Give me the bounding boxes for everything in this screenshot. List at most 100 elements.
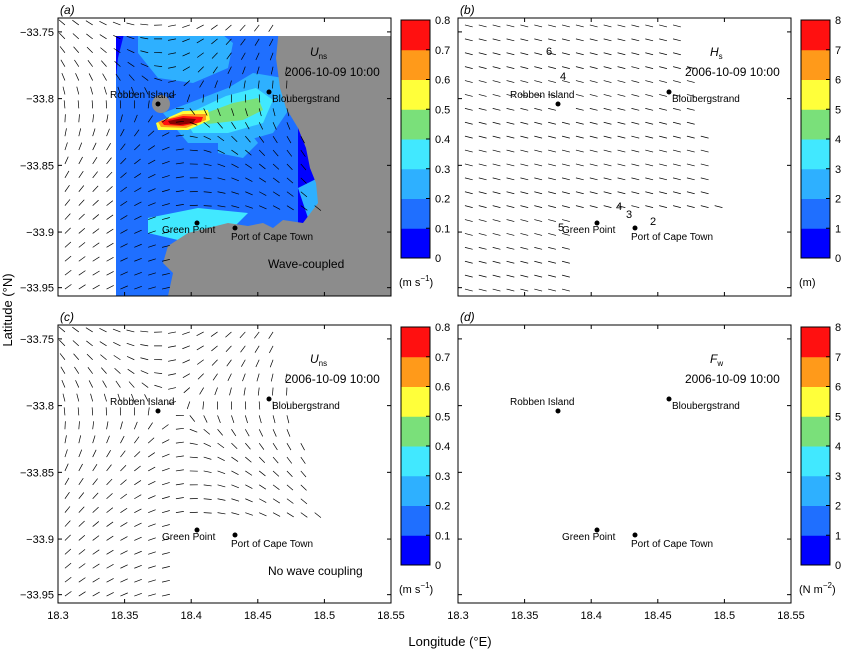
colorbar-swatch <box>401 79 430 110</box>
place-marker <box>632 532 638 538</box>
panel-c-field <box>58 325 391 603</box>
colorbar-swatch <box>801 139 830 170</box>
colorbar-tick-label: 2 <box>835 501 841 513</box>
colorbar-swatch <box>401 109 430 140</box>
place-label: Bloubergstrand <box>272 401 340 412</box>
place-label: Green Point <box>162 532 216 543</box>
panel-label: (a) <box>60 3 75 17</box>
place-marker <box>594 220 600 226</box>
colorbar-swatch <box>401 20 430 51</box>
colorbar-swatch <box>801 505 830 536</box>
colorbar-tick-label: 0.8 <box>435 322 450 334</box>
place-marker <box>194 220 200 226</box>
place-marker <box>155 101 161 107</box>
colorbar-swatch <box>401 446 430 477</box>
colorbar-swatch <box>801 356 830 387</box>
panel-a-vectors <box>58 19 322 290</box>
colorbar-tick-label: 0.5 <box>435 104 450 116</box>
place-label: Robben Island <box>510 397 575 408</box>
place-label: Bloubergstrand <box>672 401 740 412</box>
y-tick-label: −33.85 <box>20 467 54 479</box>
colorbar-tick-label: 3 <box>835 471 841 483</box>
colorbar-tick-label: 0.1 <box>435 530 450 542</box>
panel-a-colorbar: 0 0.1 0.2 0.3 0.4 0.5 0.6 0.7 0.8 (m s−1) <box>399 15 450 289</box>
colorbar-tick-label: 0.3 <box>435 471 450 483</box>
panel-a-frame <box>57 17 392 297</box>
x-tick-label: 18.3 <box>47 610 68 622</box>
colorbar-tick-label: 0.2 <box>435 501 450 513</box>
overlay: −33.75−33.8−33.85−33.9−33.95(a)Uns2006-1… <box>0 3 841 649</box>
colorbar-tick-label: 0.7 <box>435 45 450 57</box>
place-marker <box>666 89 672 95</box>
colorbar-tick-label: 3 <box>835 164 841 176</box>
x-tick-label: 18.5 <box>314 610 335 622</box>
colorbar-unit: (m) <box>799 277 816 289</box>
panel-label: (d) <box>460 310 475 324</box>
colorbar-swatch <box>401 386 430 417</box>
x-tick-label: 18.45 <box>244 610 272 622</box>
colorbar-swatch <box>401 416 430 447</box>
panel-a-field <box>116 36 391 296</box>
colorbar-swatch <box>401 198 430 229</box>
colorbar-swatch <box>801 20 830 51</box>
colorbar-tick-label: 0 <box>835 253 841 265</box>
colorbar-swatch <box>801 228 830 259</box>
place-label: Bloubergstrand <box>672 94 740 105</box>
place-marker <box>594 527 600 533</box>
colorbar-swatch <box>801 168 830 199</box>
place-marker <box>232 225 238 231</box>
panel-d-field <box>458 325 791 603</box>
contour-label: 2 <box>650 216 656 228</box>
place-label: Robben Island <box>110 90 175 101</box>
panel-a <box>57 17 392 297</box>
x-tick-label: 18.35 <box>111 610 139 622</box>
colorbar-tick-label: 0.1 <box>435 223 450 235</box>
colorbar-swatch <box>401 228 430 259</box>
x-tick-label: 18.3 <box>447 610 468 622</box>
panel-note: Wave-coupled <box>268 257 344 271</box>
colorbar-tick-label: 1 <box>835 223 841 235</box>
x-axis-label: Longitude (°E) <box>408 634 491 649</box>
colorbar-swatch <box>801 109 830 140</box>
x-tick-label: 18.55 <box>377 610 405 622</box>
panel-d <box>457 324 792 604</box>
panel-b-annotations: (b) Hs 2006-10-09 10:00 Robben Island Bloube… <box>457 3 792 296</box>
variable-label: Uns <box>310 45 327 61</box>
colorbar-tick-label: 7 <box>835 352 841 364</box>
panel-d-frame <box>457 324 792 604</box>
contour-label: 4 <box>560 71 566 83</box>
y-tick-label: −33.95 <box>20 283 54 295</box>
timestamp: 2006-10-09 10:00 <box>685 372 780 386</box>
colorbar-swatch <box>401 356 430 387</box>
colorbar-tick-label: 4 <box>835 134 841 146</box>
colorbar-swatch <box>801 475 830 506</box>
colorbar-swatch <box>801 327 830 358</box>
colorbar-swatch <box>801 49 830 80</box>
place-marker <box>232 532 238 538</box>
panel-d-colorbar: 0 1 2 3 4 5 6 7 8 (N m−2) <box>799 322 841 596</box>
place-marker <box>194 527 200 533</box>
panel-b <box>457 17 792 297</box>
place-label: Green Point <box>562 225 616 236</box>
colorbar-swatch <box>401 168 430 199</box>
place-label: Port of Cape Town <box>631 539 713 550</box>
y-tick-label: −33.8 <box>26 94 54 106</box>
colorbar-swatch <box>401 49 430 80</box>
colorbar-tick-label: 8 <box>835 15 841 27</box>
y-axis-label: Latitude (°N) <box>0 273 15 346</box>
colorbar-unit: (N m−2) <box>799 581 836 596</box>
panel-d-annotations: 18.3 18.35 18.4 18.45 18.5 18.55 (d) Fw 2006-10-… <box>447 310 804 622</box>
colorbar-tick-label: 0.4 <box>435 441 450 453</box>
contour-label: 3 <box>626 209 632 221</box>
colorbar-swatch <box>401 139 430 170</box>
colorbar-swatch <box>801 446 830 477</box>
panel-c-colorbar: 0 0.1 0.2 0.3 0.4 0.5 0.6 0.7 0.8 (m s−1) <box>399 322 450 596</box>
x-tick-label: 18.55 <box>777 610 805 622</box>
colorbar-tick-label: 6 <box>835 75 841 87</box>
colorbar-tick-label: 0 <box>835 560 841 572</box>
colorbar-swatch <box>801 79 830 110</box>
colorbar-tick-label: 5 <box>835 411 841 423</box>
colorbar-unit: (m s−1) <box>399 274 433 289</box>
colorbar-swatch <box>801 416 830 447</box>
